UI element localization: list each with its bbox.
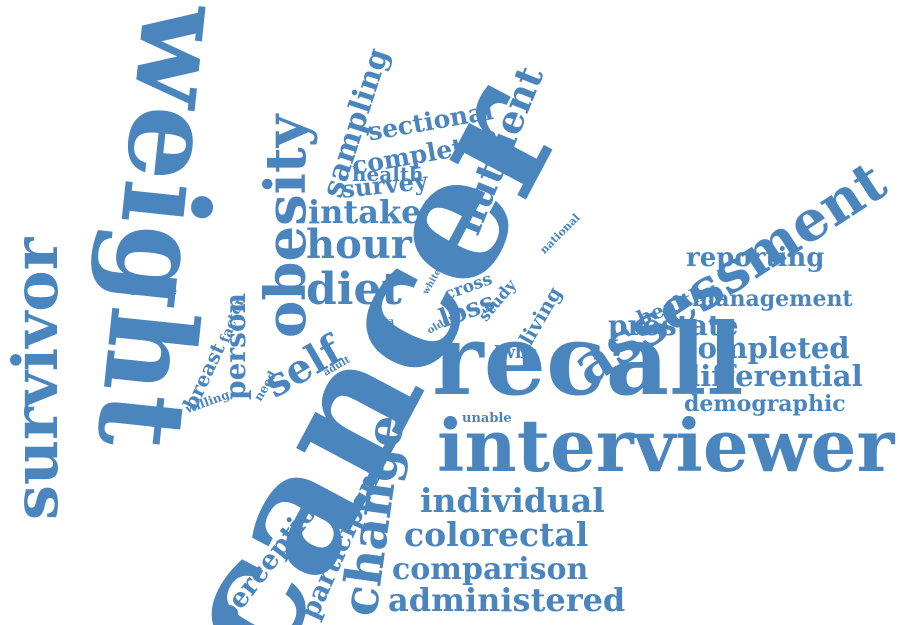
word-lwbc: lwbc [494,343,538,363]
word-colorectal: colorectal [404,515,589,554]
word-intake: intake [308,193,422,231]
word-completed: completed [680,331,850,365]
word-bias: bias [336,372,375,392]
word-prostate: prostate [608,309,739,342]
word-survivor: survivor [0,237,72,520]
word-demographic: demographic [684,391,846,417]
word-management: management [692,286,853,312]
word-unable: unable [462,411,512,426]
word-diet: diet [306,264,402,315]
word-recall: recall [432,303,744,418]
word-administered: administered [388,581,626,619]
word-interviewer: interviewer [437,403,895,488]
word-comparison: comparison [392,552,589,587]
word-individual: individual [420,481,605,520]
word-reporting: reporting [686,243,825,273]
word-data: data [372,317,395,327]
word-hour: hour [306,221,412,268]
word-differential: differential [680,359,863,393]
word-service: service [130,284,178,298]
word-health: health [352,162,424,186]
